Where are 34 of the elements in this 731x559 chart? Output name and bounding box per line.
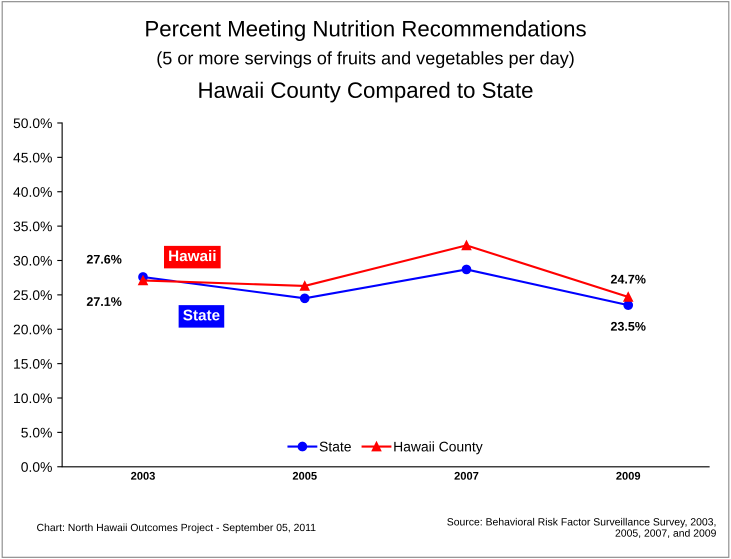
annotation: State [183,310,220,320]
data-label: 23.5% [610,322,646,331]
y-tick-label: 30.0% [14,256,52,266]
legend-label: Hawaii County [394,441,483,454]
point [138,276,148,286]
chart-subtitle: (5 or more servings of fruits and vegetables per day) [157,51,574,68]
x-tick-label: 2009 [616,472,640,480]
y-tick-label: 40.0% [13,187,52,197]
y-tick-label: 25.0% [14,290,52,300]
source-note: Source: Behavioral Risk Factor Surveillance Survey, 2003, 2005, 2007, and 2009 [447,518,716,538]
x-tick-label: 2003 [131,472,155,480]
data-label: 24.7% [610,274,646,284]
legend-label: State [320,442,351,452]
y-tick-label: 15.0% [14,358,52,369]
y-tick-label: 20.0% [14,324,52,334]
point [623,292,634,302]
annotation: Hawaii [169,250,216,262]
chart-title: Percent Meeting Nutrition Recommendations [146,20,586,41]
point [300,281,310,291]
data-label: 27.1% [86,297,122,306]
y-tick-label: 35.0% [14,221,52,232]
point [300,293,310,304]
y-tick-label: 50.0% [14,118,52,128]
text: Chart: North Hawaii Outcomes Project - September 05, 2011 [37,524,316,534]
text: Hawaii County Compared to State [199,82,533,102]
point [462,240,472,250]
y-tick-label: 0.0% [21,462,52,472]
x-tick-label: 2005 [292,472,317,480]
data-label: 27.6% [86,254,122,264]
y-tick-label: 45.0% [13,152,52,163]
point [462,264,472,274]
y-tick-label: 10.0% [14,393,52,404]
y-tick-label: 5.0% [21,428,52,438]
x-tick-label: 2007 [454,472,478,480]
